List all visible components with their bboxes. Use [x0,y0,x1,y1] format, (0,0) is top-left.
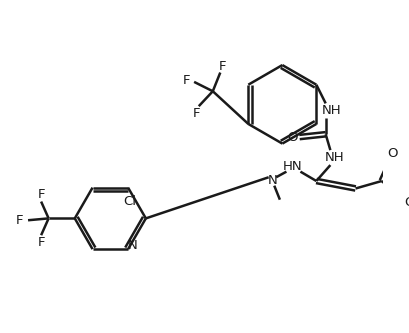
Text: N: N [267,174,276,187]
Text: N: N [128,239,137,252]
Text: F: F [16,214,23,227]
Text: O: O [403,196,409,209]
Text: F: F [37,187,45,200]
Text: F: F [182,75,190,88]
Text: F: F [37,236,45,249]
Text: NH: NH [321,104,340,117]
Text: NH: NH [324,151,343,164]
Text: F: F [193,107,200,120]
Text: O: O [287,131,297,144]
Text: Cl: Cl [123,195,136,208]
Text: F: F [218,60,225,74]
Text: HN: HN [283,161,302,173]
Text: O: O [387,148,397,161]
